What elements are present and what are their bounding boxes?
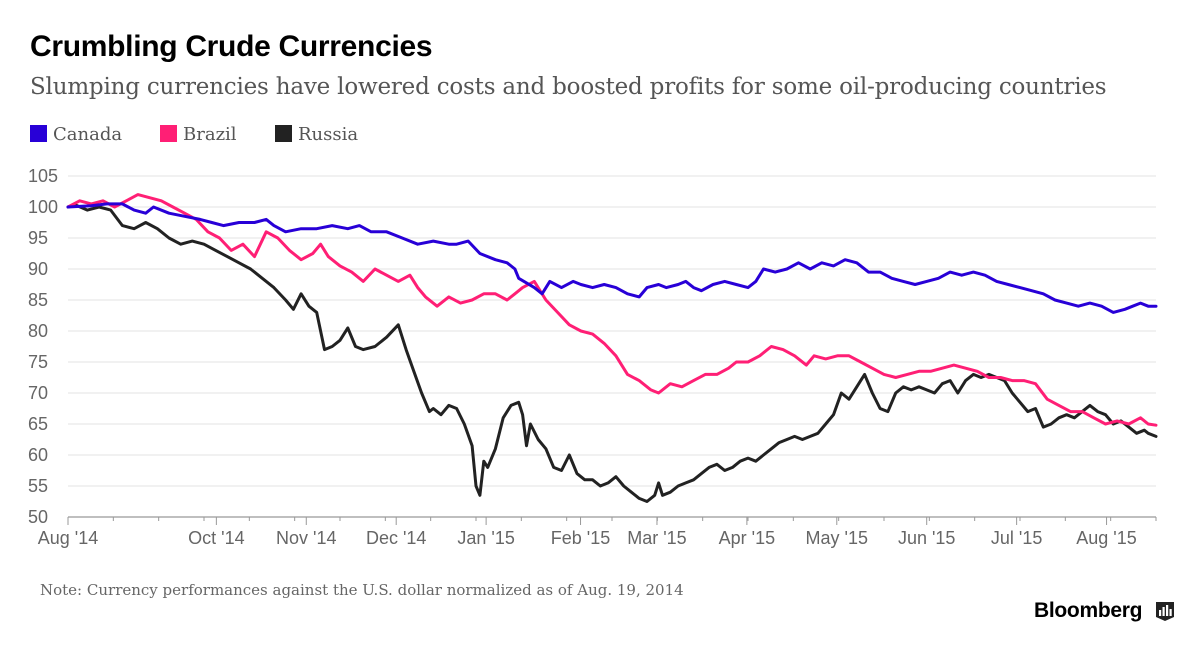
x-tick-label: Dec '14 bbox=[366, 528, 426, 548]
x-tick-label: May '15 bbox=[806, 528, 868, 548]
chart-note: Note: Currency performances against the … bbox=[40, 581, 684, 599]
x-tick-label: Jan '15 bbox=[457, 528, 514, 548]
y-tick-label: 90 bbox=[28, 259, 48, 279]
y-tick-label: 75 bbox=[28, 352, 48, 372]
series-line-brazil bbox=[66, 193, 1158, 427]
y-tick-label: 60 bbox=[28, 445, 48, 465]
legend-item-canada[interactable]: Canada bbox=[30, 124, 122, 145]
legend-item-russia[interactable]: Russia bbox=[275, 124, 358, 145]
y-tick-label: 80 bbox=[28, 321, 48, 341]
x-tick-label: Feb '15 bbox=[551, 528, 610, 548]
legend-swatch-canada bbox=[30, 125, 47, 142]
legend-swatch-russia bbox=[275, 125, 292, 142]
chart-grid bbox=[68, 175, 1156, 518]
x-tick-label: Jul '15 bbox=[991, 528, 1042, 548]
legend-item-brazil[interactable]: Brazil bbox=[160, 124, 237, 145]
x-tick-label: Jun '15 bbox=[898, 528, 955, 548]
x-tick-label: Aug '14 bbox=[38, 528, 99, 548]
legend-swatch-brazil bbox=[160, 125, 177, 142]
x-axis: Aug '14 Oct '14 Nov '14 Dec '14 Jan '15 Feb '… bbox=[38, 517, 1157, 548]
line-chart: 105 100 95 90 85 80 75 70 65 60 55 50 Aug '14 Oct '1… bbox=[28, 166, 1158, 548]
legend-label-brazil: Brazil bbox=[183, 124, 237, 145]
chart-title: Crumbling Crude Currencies bbox=[30, 30, 433, 63]
bloomberg-logo: Bloomberg bbox=[1034, 599, 1143, 622]
y-tick-label: 100 bbox=[28, 197, 58, 217]
x-tick-label: Oct '14 bbox=[188, 528, 244, 548]
chart-lines bbox=[66, 193, 1158, 503]
y-tick-label: 70 bbox=[28, 383, 48, 403]
y-axis: 105 100 95 90 85 80 75 70 65 60 55 50 bbox=[28, 166, 58, 527]
legend-label-canada: Canada bbox=[53, 124, 123, 145]
y-tick-label: 50 bbox=[28, 507, 48, 527]
y-tick-label: 105 bbox=[28, 166, 58, 186]
y-tick-label: 65 bbox=[28, 414, 48, 434]
x-tick-label: Aug '15 bbox=[1076, 528, 1137, 548]
legend-label-russia: Russia bbox=[298, 124, 359, 145]
series-line-canada bbox=[66, 202, 1158, 314]
y-tick-label: 55 bbox=[28, 476, 48, 496]
x-tick-label: Apr '15 bbox=[719, 528, 775, 548]
x-tick-label: Mar '15 bbox=[627, 528, 686, 548]
chart-subtitle: Slumping currencies have lowered costs a… bbox=[30, 74, 1107, 100]
y-tick-label: 95 bbox=[28, 228, 48, 248]
x-tick-label: Nov '14 bbox=[276, 528, 336, 548]
y-tick-label: 85 bbox=[28, 290, 48, 310]
bloomberg-chart-icon bbox=[1156, 602, 1174, 621]
